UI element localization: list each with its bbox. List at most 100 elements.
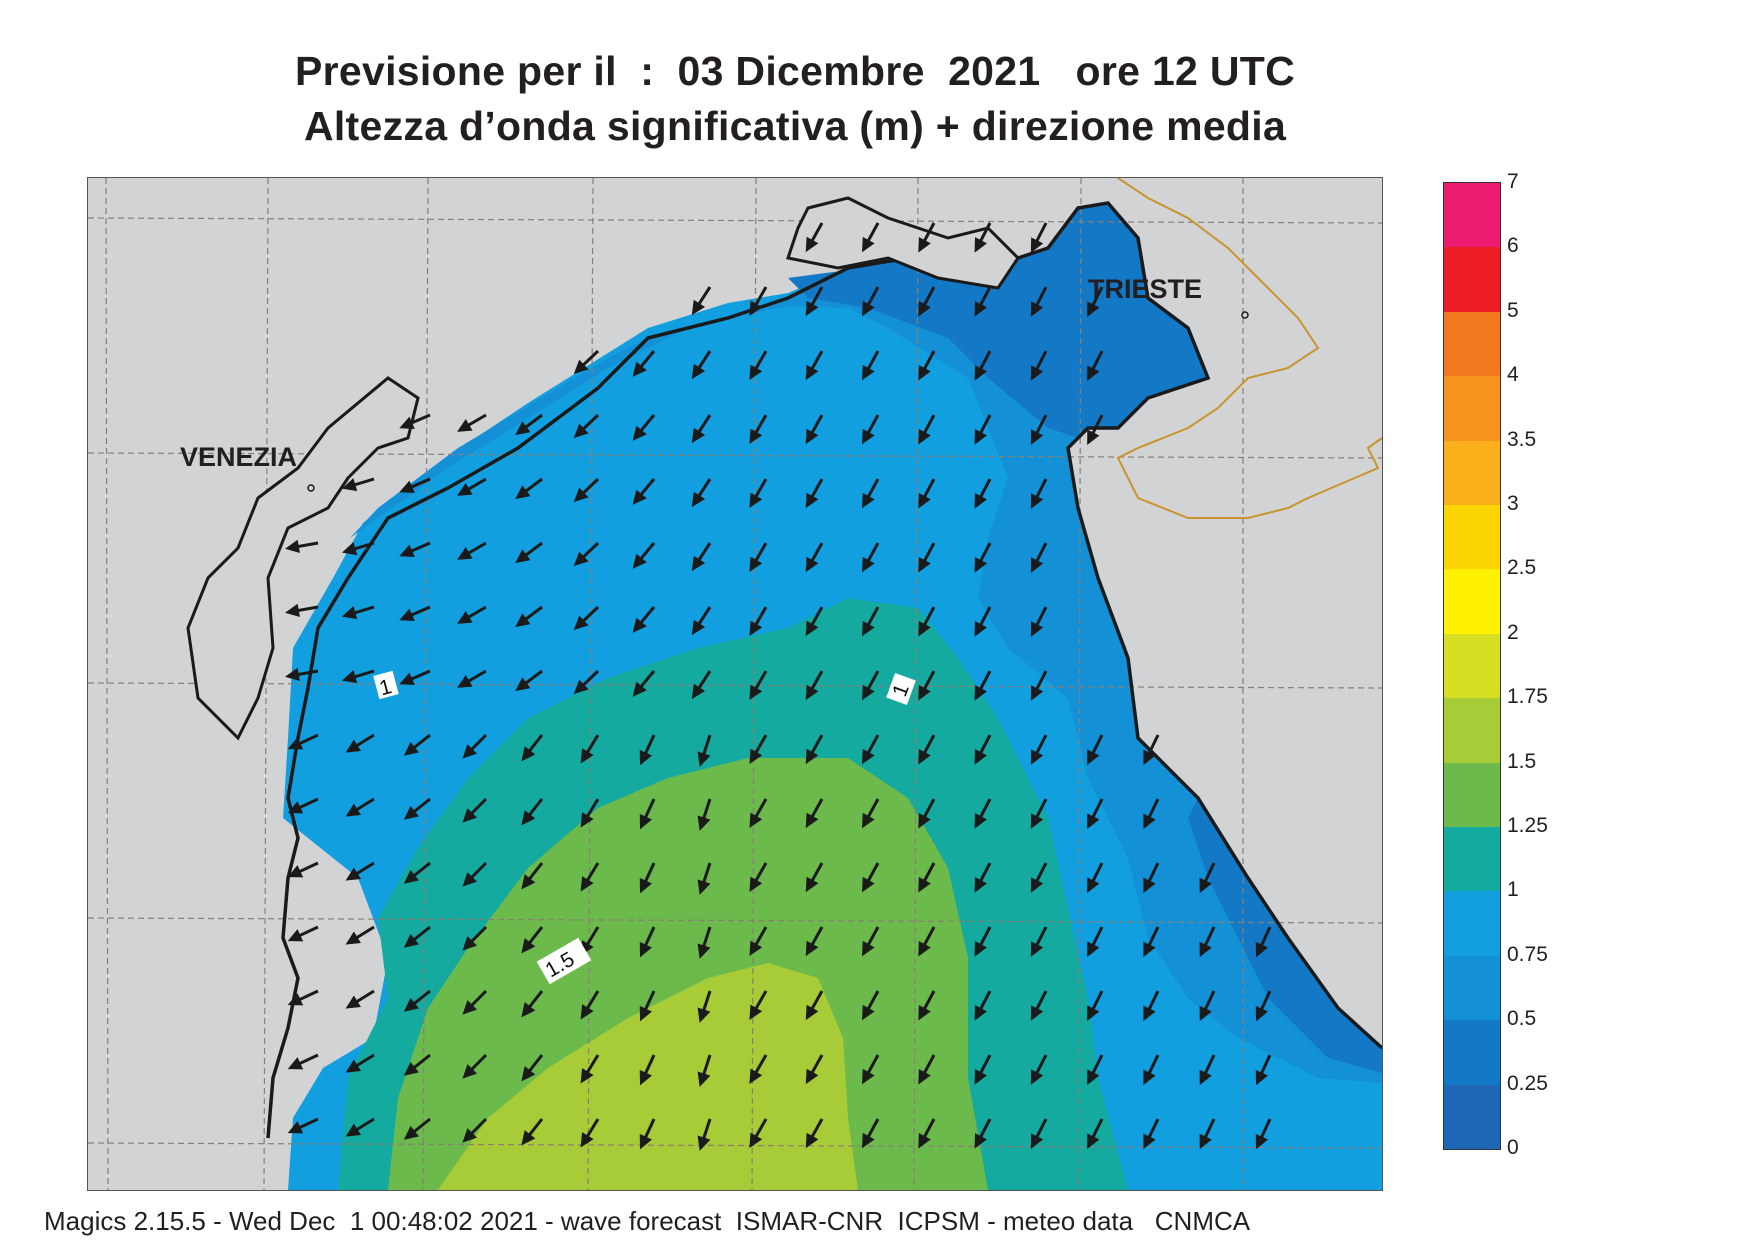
wave-arrow-head: [1030, 1133, 1044, 1149]
legend-tick-label: 1.5: [1507, 749, 1537, 773]
wave-arrow-head: [341, 542, 358, 556]
wave-arrow-head: [1255, 941, 1268, 958]
wave-arrow-head: [515, 677, 531, 692]
wave-arrow-head: [521, 938, 536, 954]
wave-arrow-head: [974, 557, 987, 573]
legend-band: [1444, 633, 1500, 699]
wave-arrow-head: [521, 746, 536, 762]
wave-arrow-head: [521, 1130, 536, 1146]
wave-arrow-head: [639, 813, 652, 830]
wave-height-map: 1 1 1.5 VENEZIA TRIESTE: [87, 177, 1383, 1191]
wave-arrow-head: [749, 684, 763, 701]
legend-tick-label: 1.25: [1507, 814, 1548, 837]
wave-arrow-head: [573, 423, 589, 439]
wave-arrow-head: [403, 1061, 419, 1076]
wave-arrow-head: [691, 363, 706, 380]
wave-arrow-head: [1030, 1005, 1044, 1021]
wave-arrow-head: [918, 365, 931, 381]
wave-arrow-head: [805, 620, 819, 637]
wave-arrow-head: [287, 801, 304, 814]
wave-arrow-head: [749, 364, 763, 381]
wave-arrow-head: [1087, 1005, 1100, 1021]
wave-arrow-head: [861, 876, 875, 893]
wave-arrow-head: [632, 617, 647, 633]
legend-band: [1444, 376, 1500, 442]
wave-arrow-head: [1087, 1133, 1100, 1149]
wave-arrow-head: [521, 874, 536, 890]
wave-arrow-head: [345, 803, 361, 817]
wave-arrow-head: [1030, 1069, 1044, 1085]
wave-arrow-head: [749, 620, 763, 637]
wave-arrow-head: [749, 812, 763, 829]
color-scale-legend: [1443, 182, 1501, 1150]
wave-arrow-head: [462, 936, 478, 951]
wave-arrow-head: [918, 749, 931, 765]
wave-arrow-head: [1199, 1005, 1212, 1022]
wave-arrow-head: [1087, 749, 1100, 765]
wave-arrow-head: [1143, 1069, 1156, 1086]
wave-arrow-head: [1087, 813, 1100, 829]
wave-arrow-head: [1087, 877, 1100, 893]
wave-arrow-head: [697, 815, 711, 831]
wave-arrow-head: [749, 1132, 763, 1149]
legend-tick-label: 2.5: [1507, 556, 1537, 580]
wave-arrow-head: [974, 365, 987, 381]
gulf-coast: [786, 196, 1020, 290]
wave-arrow-head: [1030, 493, 1044, 509]
wave-arrow-head: [462, 808, 478, 823]
wave-arrow-head: [285, 667, 300, 682]
wave-arrow-head: [573, 359, 589, 375]
wave-arrow-head: [697, 751, 711, 767]
legend-tick-label: 1.75: [1507, 685, 1548, 709]
wave-arrow-head: [573, 615, 589, 631]
wave-arrow-head: [805, 1068, 819, 1085]
legend-tick-label: 5: [1507, 298, 1519, 322]
wave-arrow-head: [639, 941, 652, 958]
wave-arrow-head: [1030, 557, 1044, 573]
contour-label-right-1: 1: [886, 673, 916, 705]
wave-direction-arrows: [285, 222, 1272, 1151]
wave-arrow-head: [1087, 365, 1100, 381]
wave-arrow-head: [974, 1005, 987, 1021]
wave-arrow-head: [974, 429, 987, 445]
wave-arrow-head: [341, 478, 358, 492]
wave-arrow-head: [861, 428, 875, 445]
wave-arrow-head: [697, 879, 711, 895]
wave-arrow-head: [1030, 749, 1044, 765]
wave-arrow-head: [1087, 941, 1100, 957]
wave-arrow-head: [805, 556, 819, 573]
legend-tick-label: 0.5: [1507, 1007, 1537, 1031]
wave-arrow-head: [341, 670, 358, 684]
wave-arrow-head: [457, 482, 473, 496]
wave-arrow-head: [573, 551, 589, 567]
wave-arrow-head: [861, 748, 875, 765]
wave-arrow-head: [639, 877, 652, 894]
wave-arrow-head: [462, 872, 478, 887]
wave-arrow-head: [285, 603, 300, 618]
wave-arrow-head: [521, 1066, 536, 1082]
wave-arrow-head: [918, 1005, 931, 1021]
wave-arrow-head: [580, 876, 594, 892]
wave-arrow-head: [805, 1004, 819, 1021]
wave-arrow-head: [639, 1133, 652, 1150]
wave-arrow-head: [1030, 429, 1044, 445]
wave-arrow-head: [521, 810, 536, 826]
wave-arrow-head: [974, 877, 987, 893]
wave-arrow-head: [974, 237, 987, 253]
wave-arrow-head: [1199, 941, 1212, 958]
wave-arrow-head: [749, 556, 763, 573]
footer-credits: Magics 2.15.5 - Wed Dec 1 00:48:02 2021 …: [44, 1206, 1251, 1236]
wave-arrow-head: [1143, 1133, 1156, 1150]
wave-arrow-head: [287, 929, 304, 942]
wave-arrow-head: [1199, 877, 1212, 894]
wave-arrow-head: [749, 300, 763, 317]
wave-arrow-head: [749, 428, 763, 445]
wave-arrow-head: [639, 1069, 652, 1086]
wave-arrow-head: [345, 739, 361, 753]
legend-tick-label: 3: [1507, 492, 1519, 515]
wave-arrow-head: [974, 941, 987, 957]
wave-arrow-head: [918, 685, 931, 701]
legend-tick-label: 7: [1507, 170, 1519, 193]
wave-arrow-head: [805, 876, 819, 893]
wave-arrow-head: [457, 610, 473, 624]
